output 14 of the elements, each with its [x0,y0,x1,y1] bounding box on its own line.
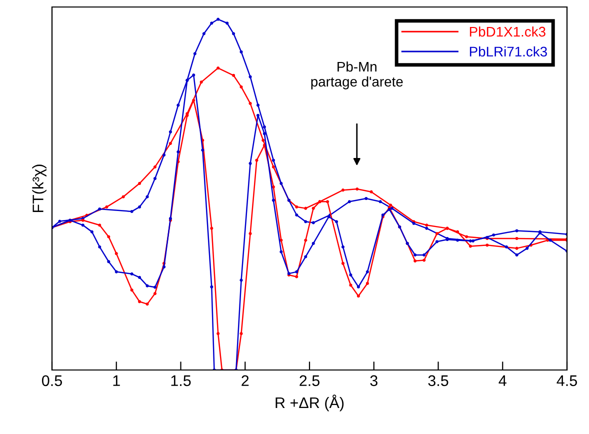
x-tick-label: 3 [370,375,378,386]
x-tick-label: 4.5 [556,375,577,386]
x-tick-label: 2.5 [300,375,320,386]
x-tick-label: 1 [113,375,120,386]
legend-label: PbLRi71.ck3 [470,46,547,57]
x-tick-label: 0.5 [42,375,62,386]
x-axis-title: R +ΔR (Å) [276,394,344,412]
x-tick-label: 2 [242,375,249,386]
legend-label: PbD1X1.ck3 [470,26,546,37]
x-tick-label: 4 [498,375,506,386]
x-tick-label: 1.5 [171,375,191,386]
x-tick-label: 3.5 [428,375,448,386]
y-axis-title: FT(k³χ) [32,164,46,212]
annotation: Pb-Mn partage d'arete [311,61,403,90]
